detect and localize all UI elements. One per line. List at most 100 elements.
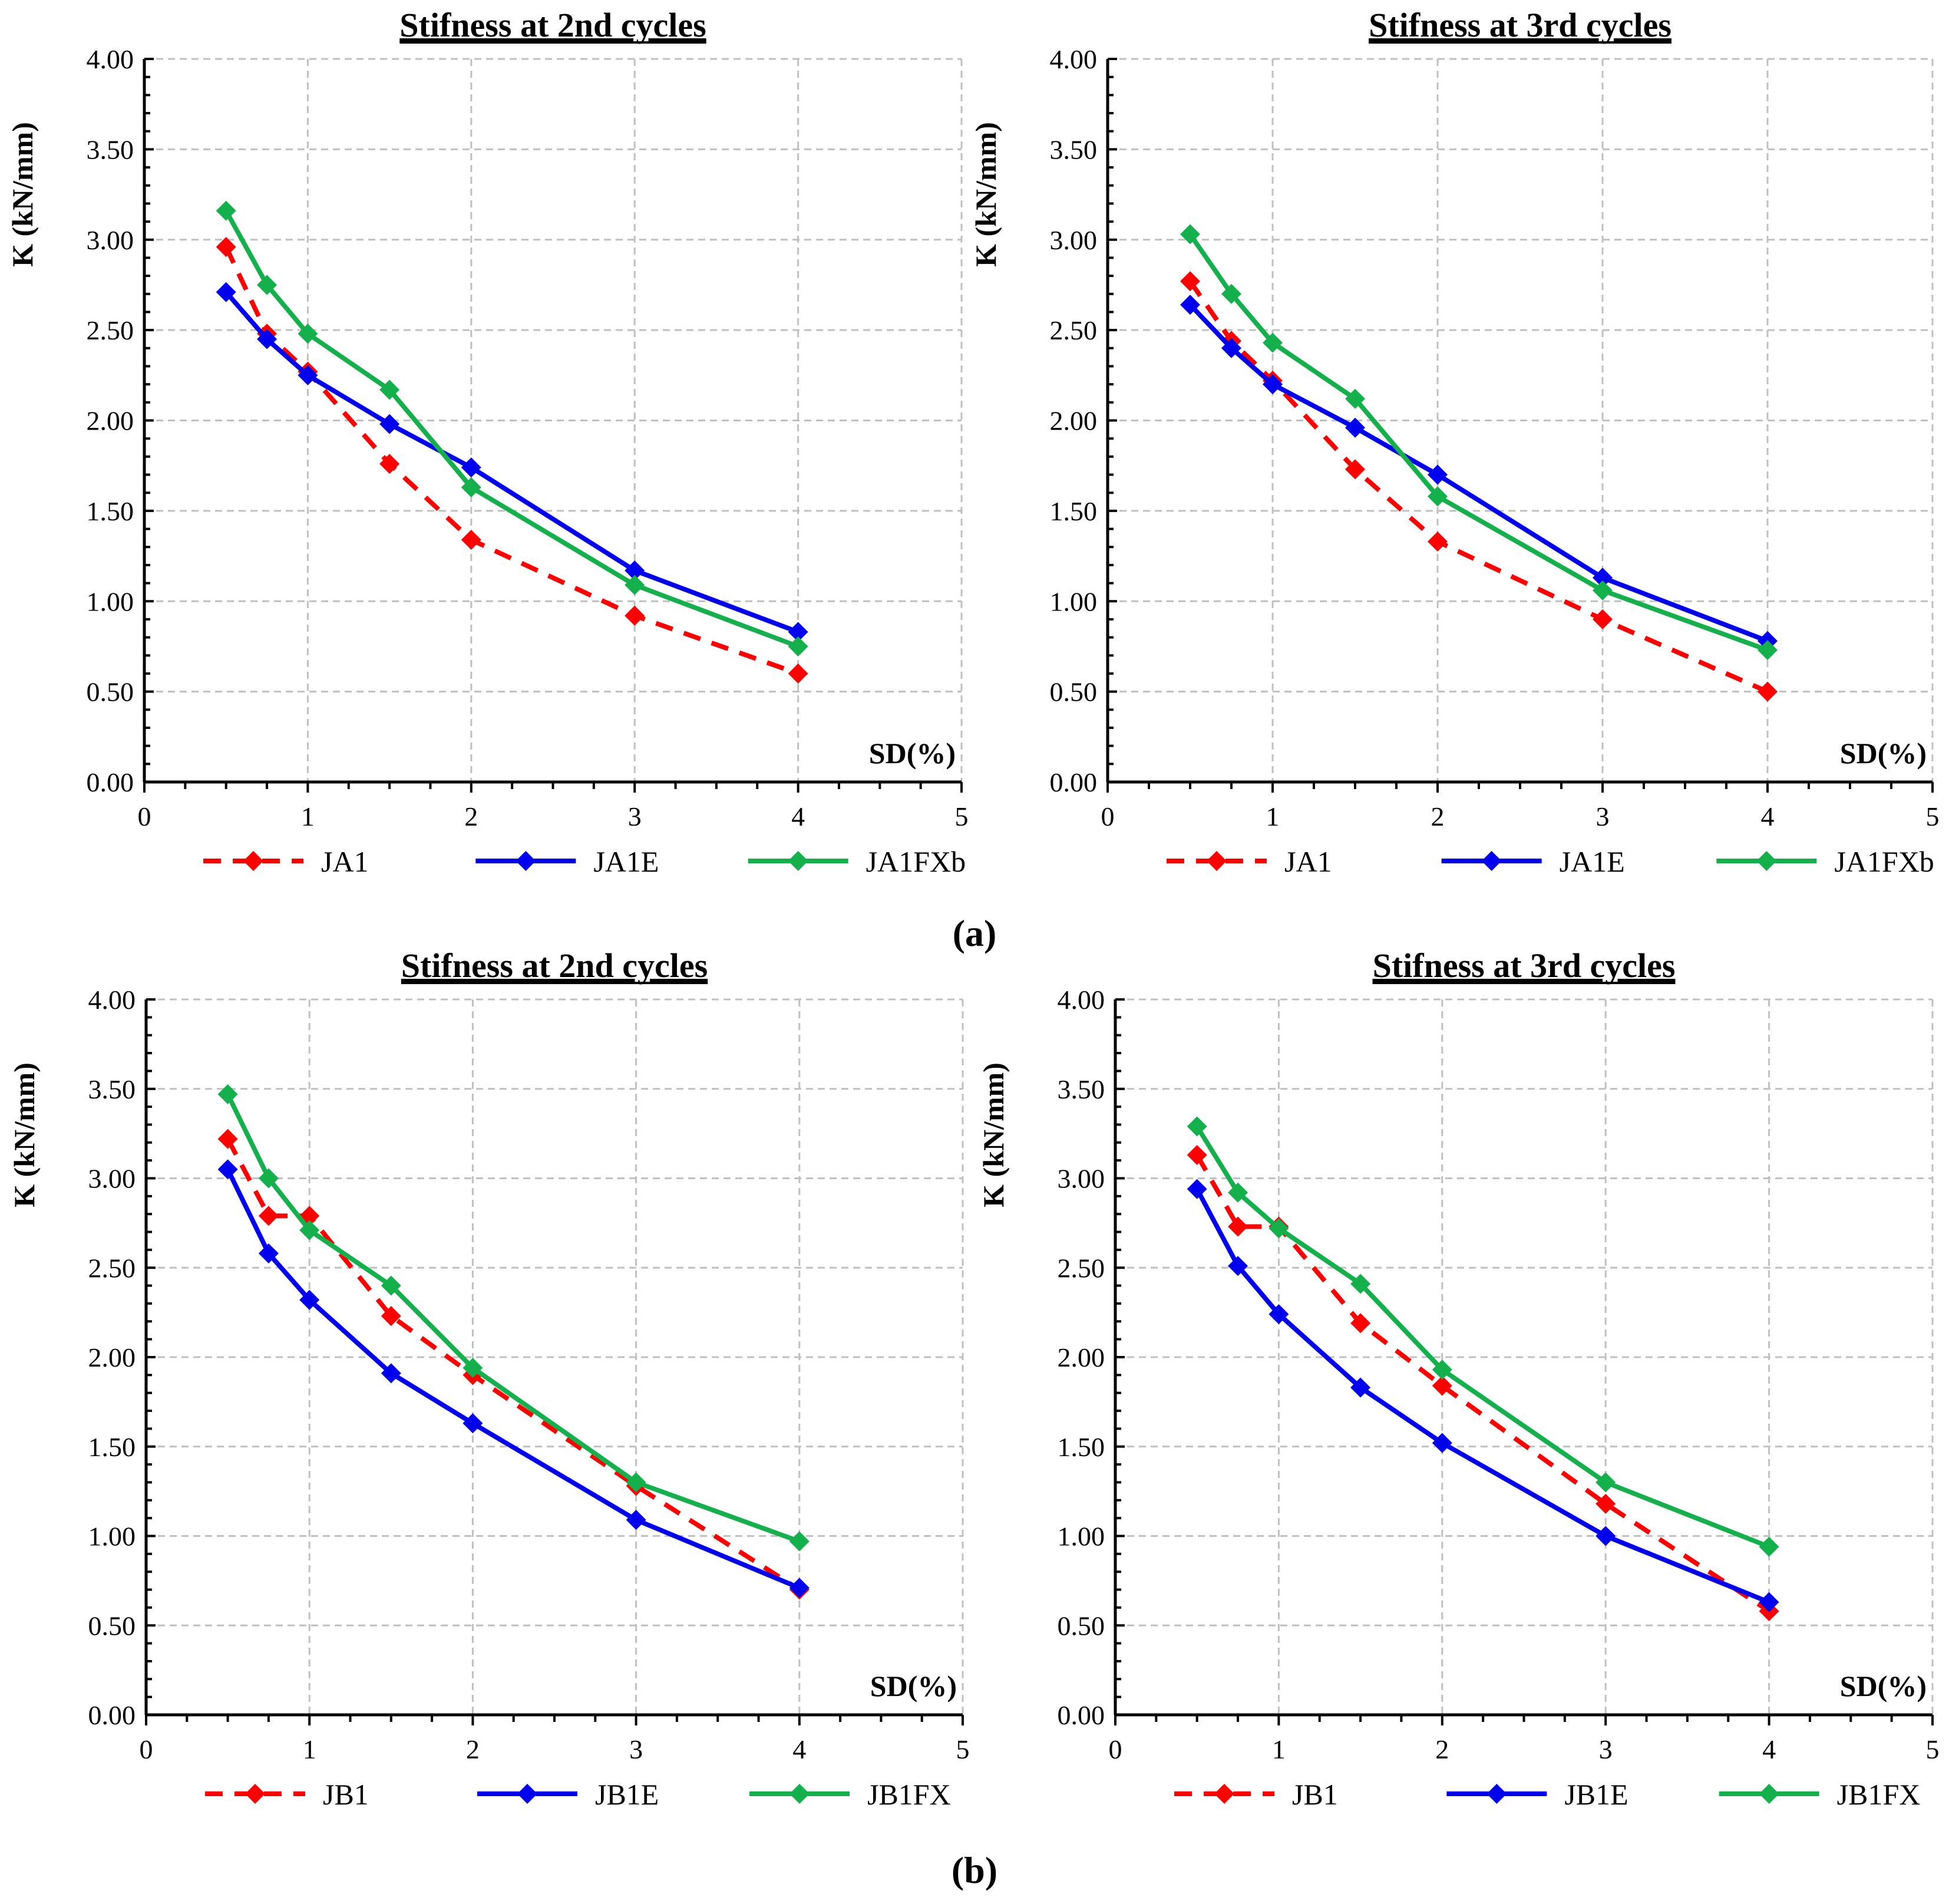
series-JA1FXb bbox=[216, 200, 808, 656]
data-point bbox=[1187, 1116, 1207, 1137]
y-tick-label: 0.50 bbox=[1050, 677, 1098, 707]
y-tick-label: 1.00 bbox=[1050, 586, 1098, 616]
data-point bbox=[379, 380, 400, 400]
x-axis-label: SD(%) bbox=[869, 737, 956, 770]
data-point bbox=[625, 605, 645, 626]
legend-marker bbox=[517, 1784, 537, 1804]
series-JA1E bbox=[216, 282, 808, 642]
y-tick-label: 1.50 bbox=[1050, 496, 1098, 526]
series-JB1E bbox=[1187, 1179, 1779, 1612]
legend-label: JB1 bbox=[1292, 1778, 1338, 1811]
data-point bbox=[216, 282, 236, 302]
data-point bbox=[1187, 1179, 1207, 1199]
data-point bbox=[625, 560, 645, 581]
data-point bbox=[789, 1531, 810, 1552]
data-point bbox=[625, 575, 645, 595]
chart-1: 0.00 0.50 1.00 1.50 2.00 2.50 3.00 3.50 4.00 0 1 2 3… bbox=[6, 6, 969, 878]
chart-3: 0.00 0.50 1.00 1.50 2.00 2.50 3.00 3.50 4.00 0 1 2 3… bbox=[8, 946, 970, 1811]
data-point bbox=[1228, 1256, 1248, 1276]
x-tick-label: 2 bbox=[1435, 1734, 1449, 1764]
y-tick-label: 3.50 bbox=[88, 1074, 136, 1104]
legend-marker bbox=[516, 851, 536, 871]
data-point bbox=[1180, 224, 1200, 245]
data-point bbox=[299, 1220, 320, 1240]
y-tick-label: 1.50 bbox=[87, 496, 134, 526]
y-tick-label: 1.00 bbox=[88, 1522, 136, 1552]
x-tick-label: 3 bbox=[1599, 1734, 1613, 1764]
y-axis-label: K (kN/mm) bbox=[977, 1062, 1010, 1207]
y-tick-label: 3.00 bbox=[1058, 1164, 1105, 1194]
data-point bbox=[1345, 388, 1365, 409]
data-point bbox=[1263, 374, 1283, 395]
series-JA1FXb bbox=[1180, 224, 1778, 661]
y-tick-label: 2.00 bbox=[1050, 406, 1098, 436]
legend-marker bbox=[1207, 851, 1227, 871]
legend-marker bbox=[789, 1784, 810, 1804]
x-axis-label: SD(%) bbox=[1840, 1669, 1927, 1702]
data-point bbox=[788, 622, 808, 642]
legend-label: JA1E bbox=[1560, 845, 1625, 878]
data-point bbox=[1759, 1536, 1779, 1557]
data-point bbox=[1758, 640, 1778, 661]
data-point bbox=[1758, 681, 1778, 702]
legend-item-JA1: JA1 bbox=[203, 845, 369, 878]
data-point bbox=[1595, 1526, 1616, 1546]
data-point bbox=[1428, 532, 1448, 552]
data-point bbox=[1593, 567, 1613, 588]
legend-item-JA1: JA1 bbox=[1167, 845, 1332, 878]
data-point bbox=[257, 275, 278, 295]
data-point bbox=[1350, 1273, 1371, 1294]
y-tick-label: 4.00 bbox=[88, 985, 136, 1015]
data-point bbox=[1268, 1304, 1289, 1325]
x-tick-label: 5 bbox=[955, 801, 969, 831]
legend-item-JA1FXb: JA1FXb bbox=[748, 845, 966, 878]
data-point bbox=[789, 1578, 810, 1598]
x-tick-label: 1 bbox=[301, 801, 315, 831]
data-point bbox=[258, 1243, 279, 1263]
y-tick-label: 2.00 bbox=[87, 406, 134, 436]
data-point bbox=[1180, 271, 1200, 292]
chart-title: Stifness at 3rd cycles bbox=[1373, 946, 1676, 985]
data-point bbox=[1595, 1493, 1616, 1514]
data-point bbox=[461, 477, 481, 497]
legend-marker bbox=[1486, 1784, 1507, 1804]
x-tick-label: 0 bbox=[140, 1734, 153, 1764]
x-tick-label: 0 bbox=[1109, 1734, 1122, 1764]
data-point bbox=[463, 1358, 483, 1378]
y-tick-label: 2.00 bbox=[88, 1342, 136, 1372]
data-point bbox=[217, 1159, 238, 1180]
data-point bbox=[298, 365, 318, 385]
data-point bbox=[461, 457, 481, 478]
x-tick-label: 5 bbox=[1926, 801, 1940, 831]
x-tick-label: 5 bbox=[956, 1734, 970, 1764]
y-tick-label: 0.00 bbox=[87, 767, 134, 797]
series-JB1FX bbox=[217, 1084, 810, 1552]
y-tick-label: 2.50 bbox=[1058, 1253, 1105, 1283]
data-point bbox=[1428, 464, 1448, 485]
data-point bbox=[1432, 1433, 1452, 1453]
y-tick-label: 4.00 bbox=[87, 44, 134, 74]
chart-title: Stifness at 2nd cycles bbox=[399, 6, 706, 44]
data-point bbox=[1263, 332, 1283, 353]
x-axis-label: SD(%) bbox=[870, 1669, 957, 1702]
legend-item-JB1E: JB1E bbox=[1446, 1778, 1628, 1811]
legend-label: JA1E bbox=[593, 845, 659, 878]
x-tick-label: 3 bbox=[1596, 801, 1610, 831]
data-point bbox=[788, 663, 808, 684]
legend-label: JB1E bbox=[595, 1778, 659, 1811]
data-point bbox=[1593, 580, 1613, 600]
y-tick-label: 4.00 bbox=[1050, 44, 1098, 74]
x-tick-label: 0 bbox=[1101, 801, 1115, 831]
legend-label: JB1 bbox=[323, 1778, 369, 1811]
y-tick-label: 1.50 bbox=[88, 1432, 136, 1462]
y-tick-label: 2.00 bbox=[1058, 1342, 1105, 1372]
data-point bbox=[463, 1413, 483, 1434]
y-tick-label: 4.00 bbox=[1058, 985, 1105, 1015]
data-point bbox=[381, 1363, 401, 1384]
legend-label: JA1FXb bbox=[1834, 845, 1934, 878]
x-tick-label: 2 bbox=[466, 1734, 480, 1764]
data-point bbox=[379, 414, 400, 434]
y-tick-label: 0.50 bbox=[1058, 1611, 1105, 1641]
y-tick-label: 1.00 bbox=[1058, 1522, 1105, 1552]
data-point bbox=[1593, 609, 1613, 629]
